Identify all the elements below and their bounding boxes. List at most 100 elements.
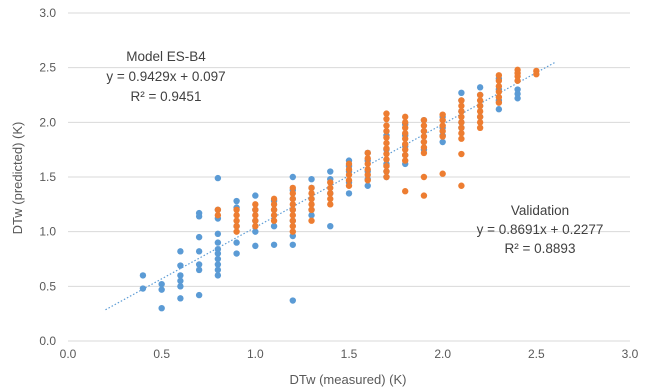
validation-point xyxy=(476,97,484,104)
validation-point xyxy=(420,116,428,124)
x-tick-label: 0.0 xyxy=(60,347,77,361)
y-tick-label: 1.5 xyxy=(39,170,56,184)
validation-point xyxy=(420,138,428,146)
validation-point xyxy=(476,102,484,110)
model-point xyxy=(327,223,334,230)
validation-point xyxy=(420,144,428,151)
validation-point xyxy=(402,157,409,164)
model-point xyxy=(158,280,165,288)
validation-point xyxy=(458,130,465,137)
model-point xyxy=(177,295,184,302)
y-tick-labels: 0.0 0.5 1.0 1.5 2.0 2.5 3.0 xyxy=(39,6,56,348)
y-tick-label: 0.5 xyxy=(39,279,56,293)
model-point xyxy=(177,262,184,269)
validation-point xyxy=(383,127,390,135)
validation-point xyxy=(402,119,409,126)
model-point xyxy=(195,248,203,255)
validation-point xyxy=(514,77,521,84)
validation-point xyxy=(327,201,334,208)
model-point xyxy=(514,90,521,98)
validation-point xyxy=(233,217,240,224)
validation-point xyxy=(214,212,222,219)
validation-point xyxy=(383,162,390,170)
validation-point xyxy=(345,166,353,173)
validation-point xyxy=(420,149,428,157)
validation-point xyxy=(383,150,390,158)
validation-point xyxy=(383,110,390,117)
validation-point xyxy=(383,173,390,181)
model-point xyxy=(233,239,240,246)
model-point xyxy=(177,283,184,290)
validation-point xyxy=(439,111,446,118)
model-point xyxy=(289,297,296,304)
validation-point xyxy=(308,190,315,197)
validation-annotation-equation: y = 0.8691x + 0.2277 xyxy=(477,222,604,237)
validation-point xyxy=(402,141,409,148)
validation-point xyxy=(364,160,371,168)
validation-point xyxy=(289,201,296,208)
validation-point xyxy=(402,188,409,195)
validation-point xyxy=(327,190,334,197)
validation-point xyxy=(345,160,353,168)
validation-point xyxy=(289,184,296,192)
model-point xyxy=(439,138,446,146)
model-point xyxy=(158,305,165,312)
validation-point xyxy=(289,195,296,203)
validation-point xyxy=(420,192,428,199)
validation-point xyxy=(458,135,465,142)
model-point xyxy=(289,232,296,240)
model-point xyxy=(214,174,222,182)
model-point xyxy=(195,261,203,268)
model-point xyxy=(177,248,184,255)
series-validation-points xyxy=(214,66,540,235)
validation-point xyxy=(402,146,409,153)
validation-point xyxy=(458,97,465,104)
x-tick-labels: 0.0 0.5 1.0 1.5 2.0 2.5 3.0 xyxy=(60,347,639,361)
validation-point xyxy=(439,127,446,135)
validation-point xyxy=(383,145,390,152)
model-point xyxy=(345,190,353,197)
validation-point xyxy=(270,201,278,208)
model-point xyxy=(495,106,503,113)
model-annotation: Model ES-B4 y = 0.9429x + 0.097 R² = 0.9… xyxy=(106,49,225,104)
validation-point xyxy=(402,113,409,121)
validation-point xyxy=(270,217,278,224)
model-point xyxy=(252,242,259,250)
model-point xyxy=(177,277,184,285)
validation-point xyxy=(345,177,353,184)
validation-point xyxy=(383,115,390,123)
x-tick-label: 1.0 xyxy=(247,347,264,361)
y-tick-label: 2.5 xyxy=(39,61,56,75)
model-point xyxy=(158,286,165,293)
validation-point xyxy=(402,151,409,159)
validation-annotation: Validation y = 0.8691x + 0.2277 R² = 0.8… xyxy=(477,203,604,256)
validation-point xyxy=(345,182,353,189)
model-point xyxy=(252,228,259,235)
validation-point xyxy=(233,223,240,230)
validation-point xyxy=(458,150,465,158)
validation-point xyxy=(495,93,503,101)
model-point xyxy=(289,241,296,248)
model-point xyxy=(364,182,371,189)
y-axis-title: DTw (predicted) (K) xyxy=(10,122,25,235)
validation-point xyxy=(289,212,296,219)
validation-point xyxy=(252,212,259,219)
x-tick-label: 2.5 xyxy=(528,347,545,361)
validation-point xyxy=(308,217,315,224)
y-tick-label: 2.0 xyxy=(39,115,56,129)
validation-point xyxy=(439,133,446,140)
validation-point xyxy=(233,206,240,213)
validation-point xyxy=(289,217,296,224)
validation-point xyxy=(439,122,446,129)
model-point xyxy=(308,175,315,183)
model-point xyxy=(139,285,147,292)
validation-point xyxy=(458,108,465,115)
model-point xyxy=(233,197,240,205)
validation-annotation-name: Validation xyxy=(511,203,569,218)
validation-point xyxy=(458,182,465,189)
validation-point xyxy=(289,206,296,213)
validation-point xyxy=(420,122,428,129)
model-point xyxy=(476,84,484,91)
validation-point xyxy=(252,206,259,213)
